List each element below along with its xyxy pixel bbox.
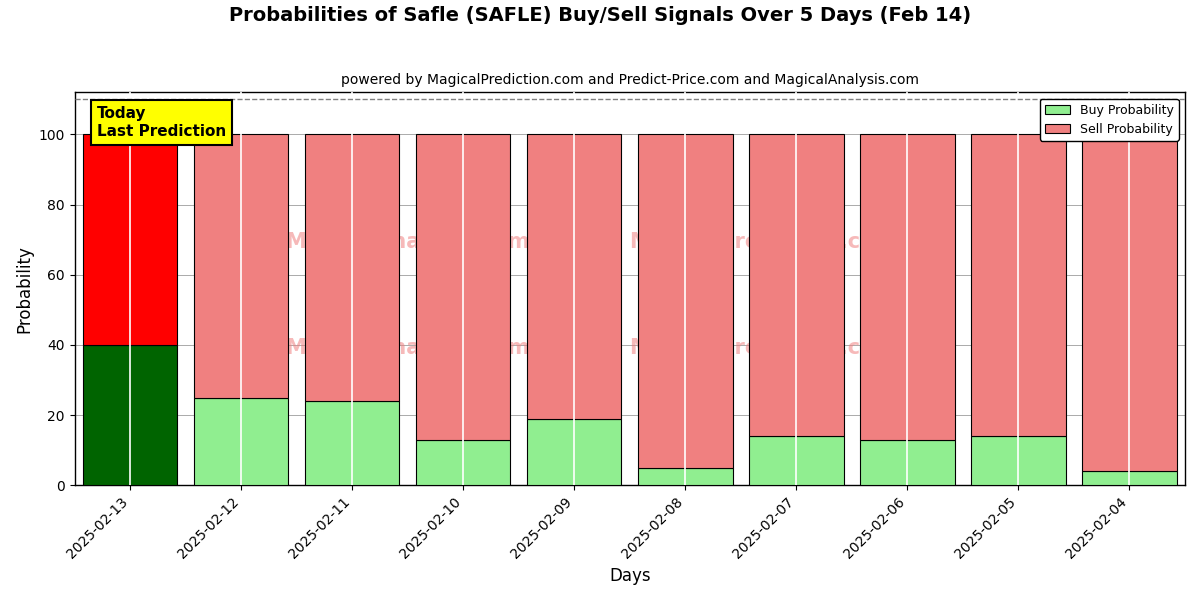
Bar [305,401,400,485]
Bar [1082,134,1177,471]
Y-axis label: Probability: Probability [16,245,34,333]
Bar [83,345,178,485]
Bar [305,134,400,401]
X-axis label: Days: Days [610,567,650,585]
Text: Probabilities of Safle (SAFLE) Buy/Sell Signals Over 5 Days (Feb 14): Probabilities of Safle (SAFLE) Buy/Sell … [229,6,971,25]
Text: MagicalPrediction.com: MagicalPrediction.com [630,232,896,251]
Bar [971,134,1066,436]
Bar [527,419,622,485]
Bar [749,134,844,436]
Bar [749,436,844,485]
Text: Today
Last Prediction: Today Last Prediction [97,106,226,139]
Bar [638,468,732,485]
Bar [83,134,178,345]
Legend: Buy Probability, Sell Probability: Buy Probability, Sell Probability [1040,98,1178,141]
Bar [194,134,288,398]
Bar [416,440,510,485]
Text: MagicalAnalysis.com: MagicalAnalysis.com [286,232,530,251]
Title: powered by MagicalPrediction.com and Predict-Price.com and MagicalAnalysis.com: powered by MagicalPrediction.com and Pre… [341,73,919,87]
Bar [416,134,510,440]
Text: MagicalPrediction.com: MagicalPrediction.com [630,338,896,358]
Bar [860,440,955,485]
Bar [971,436,1066,485]
Bar [1082,471,1177,485]
Text: MagicalAnalysis.com: MagicalAnalysis.com [286,338,530,358]
Bar [860,134,955,440]
Bar [194,398,288,485]
Bar [638,134,732,468]
Bar [527,134,622,419]
